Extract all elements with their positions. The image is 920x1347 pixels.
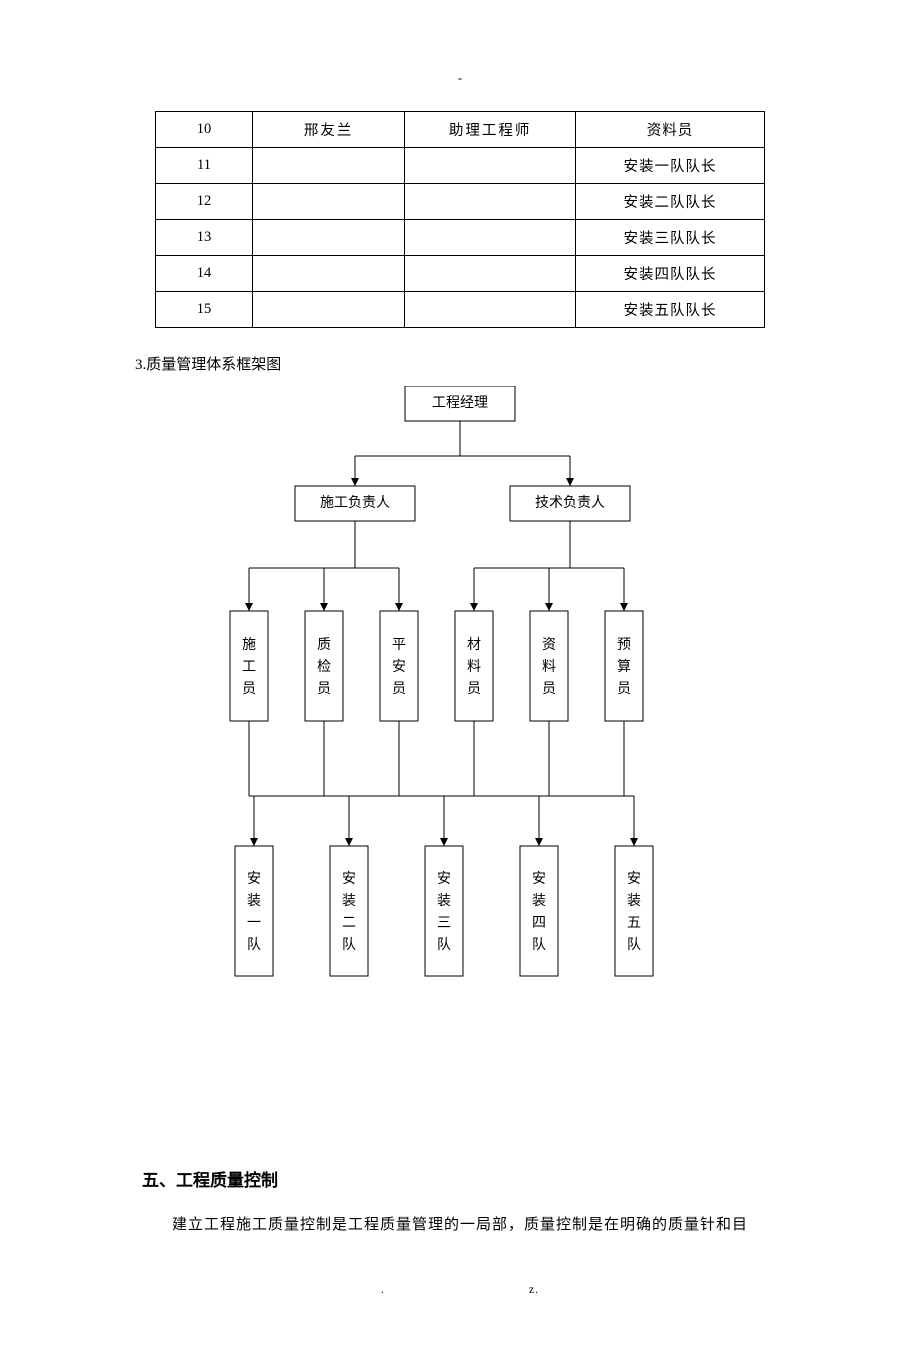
table-row: 10邢友兰助理工程师资料员 bbox=[156, 112, 765, 148]
svg-text:技术负责人: 技术负责人 bbox=[535, 495, 605, 511]
table-cell: 安装四队队长 bbox=[575, 256, 764, 292]
table-cell: 11 bbox=[156, 148, 253, 184]
table-row: 15 安装五队队长 bbox=[156, 292, 765, 328]
table-cell: 10 bbox=[156, 112, 253, 148]
svg-text:四: 四 bbox=[532, 916, 546, 931]
svg-text:一: 一 bbox=[247, 916, 261, 931]
svg-text:装: 装 bbox=[247, 893, 261, 909]
svg-text:装: 装 bbox=[532, 893, 546, 909]
svg-text:平: 平 bbox=[392, 638, 406, 653]
table-cell bbox=[405, 148, 576, 184]
svg-text:工程经理: 工程经理 bbox=[432, 395, 488, 411]
svg-text:队: 队 bbox=[437, 937, 451, 953]
svg-text:装: 装 bbox=[627, 893, 641, 909]
svg-text:质: 质 bbox=[317, 637, 331, 653]
table-cell: 15 bbox=[156, 292, 253, 328]
svg-text:员: 员 bbox=[242, 682, 256, 697]
svg-text:料: 料 bbox=[542, 659, 556, 675]
table-row: 14 安装四队队长 bbox=[156, 256, 765, 292]
org-tree-svg: 工程经理施工负责人技术负责人施工员质检员平安员材料员资料员预算员安装一队安装二队… bbox=[210, 386, 710, 986]
svg-text:施工负责人: 施工负责人 bbox=[320, 495, 390, 511]
svg-text:员: 员 bbox=[617, 682, 631, 697]
svg-text:员: 员 bbox=[392, 682, 406, 697]
table-row: 13 安装三队队长 bbox=[156, 220, 765, 256]
svg-text:施: 施 bbox=[242, 637, 256, 653]
svg-text:安: 安 bbox=[627, 871, 641, 887]
svg-text:安: 安 bbox=[247, 871, 261, 887]
table-cell bbox=[252, 184, 404, 220]
svg-text:安: 安 bbox=[392, 659, 406, 675]
table-cell bbox=[405, 220, 576, 256]
table-cell: 资料员 bbox=[575, 112, 764, 148]
table-cell: 安装二队队长 bbox=[575, 184, 764, 220]
svg-text:队: 队 bbox=[342, 937, 356, 953]
svg-text:二: 二 bbox=[342, 916, 356, 931]
table-cell: 安装五队队长 bbox=[575, 292, 764, 328]
footer-right: z. bbox=[529, 1282, 539, 1296]
svg-text:算: 算 bbox=[617, 659, 631, 675]
sub-heading: 3.质量管理体系框架图 bbox=[135, 353, 920, 374]
svg-text:员: 员 bbox=[542, 682, 556, 697]
table-cell: 邢友兰 bbox=[252, 112, 404, 148]
svg-text:预: 预 bbox=[617, 637, 631, 653]
svg-text:三: 三 bbox=[437, 916, 451, 931]
table-cell: 12 bbox=[156, 184, 253, 220]
svg-text:料: 料 bbox=[467, 659, 481, 675]
table-cell bbox=[405, 184, 576, 220]
table-cell: 14 bbox=[156, 256, 253, 292]
svg-text:队: 队 bbox=[627, 937, 641, 953]
table-cell: 13 bbox=[156, 220, 253, 256]
footer-left: . bbox=[381, 1282, 385, 1296]
table-row: 11 安装一队队长 bbox=[156, 148, 765, 184]
org-chart: 工程经理施工负责人技术负责人施工员质检员平安员材料员资料员预算员安装一队安装二队… bbox=[210, 386, 710, 986]
table-cell bbox=[405, 256, 576, 292]
table-cell: 安装三队队长 bbox=[575, 220, 764, 256]
table-row: 12 安装二队队长 bbox=[156, 184, 765, 220]
table-cell bbox=[405, 292, 576, 328]
svg-text:队: 队 bbox=[532, 937, 546, 953]
table-cell: 安装一队队长 bbox=[575, 148, 764, 184]
svg-text:队: 队 bbox=[247, 937, 261, 953]
personnel-table: 10邢友兰助理工程师资料员11安装一队队长12安装二队队长13安装三队队长14安… bbox=[155, 111, 765, 328]
svg-text:装: 装 bbox=[437, 893, 451, 909]
table-cell bbox=[252, 256, 404, 292]
svg-text:材: 材 bbox=[467, 637, 481, 653]
top-dash: - bbox=[0, 70, 920, 86]
table-cell bbox=[252, 220, 404, 256]
table-cell: 助理工程师 bbox=[405, 112, 576, 148]
table-cell bbox=[252, 148, 404, 184]
svg-text:安: 安 bbox=[342, 871, 356, 887]
svg-text:安: 安 bbox=[532, 871, 546, 887]
svg-text:资: 资 bbox=[542, 637, 556, 653]
svg-text:五: 五 bbox=[627, 916, 641, 931]
page-footer: . z. bbox=[0, 1282, 920, 1297]
svg-text:员: 员 bbox=[317, 682, 331, 697]
body-paragraph: 建立工程施工质量控制是工程质量管理的一局部，质量控制是在明确的质量针和目 bbox=[142, 1209, 785, 1242]
svg-text:安: 安 bbox=[437, 871, 451, 887]
svg-text:装: 装 bbox=[342, 893, 356, 909]
svg-text:工: 工 bbox=[242, 660, 256, 675]
table-cell bbox=[252, 292, 404, 328]
svg-text:检: 检 bbox=[317, 659, 331, 675]
section-title: 五、工程质量控制 bbox=[142, 1166, 920, 1191]
svg-text:员: 员 bbox=[467, 682, 481, 697]
